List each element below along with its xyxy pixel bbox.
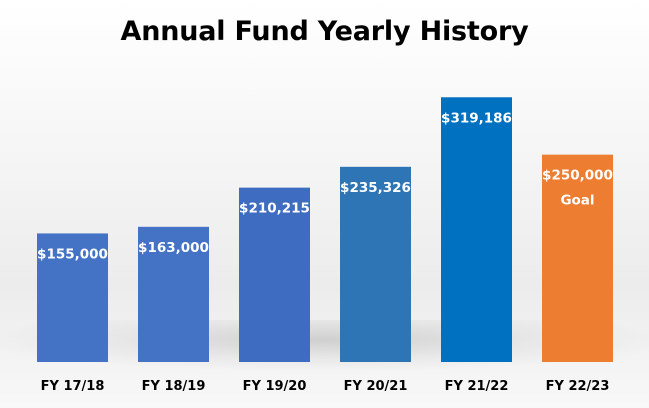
x-tick-label-2: FY 18/19 — [142, 379, 206, 394]
x-tick-label-5: FY 21/22 — [445, 379, 509, 394]
floor-shadow — [0, 320, 649, 370]
x-tick-labels-group: FY 17/18 FY 18/19 FY 19/20 FY 20/21 FY 21/22… — [41, 379, 610, 394]
data-label-5: $319,186 — [441, 110, 512, 126]
bar-6 — [542, 154, 613, 362]
data-label-6: $250,000 — [542, 168, 613, 184]
bars-group — [37, 97, 613, 363]
data-label-3: $210,215 — [239, 201, 310, 217]
x-tick-label-3: FY 19/20 — [243, 379, 307, 394]
data-label-2: $163,000 — [138, 240, 209, 256]
x-tick-label-6: FY 22/23 — [546, 379, 610, 394]
annotation-6: Goal — [560, 193, 594, 209]
bar-5 — [441, 97, 512, 363]
data-label-1: $155,000 — [37, 246, 108, 262]
bar-2 — [138, 226, 209, 362]
x-tick-label-4: FY 20/21 — [344, 379, 408, 394]
data-labels-group: $155,000 $163,000 $210,215 $235,326 $319,186… — [37, 110, 613, 262]
data-label-4: $235,326 — [340, 180, 411, 196]
bar-4 — [340, 166, 411, 362]
bar-3 — [239, 187, 310, 362]
bar-1 — [37, 233, 108, 362]
chart-title: Annual Fund Yearly History — [120, 16, 529, 47]
x-tick-label-1: FY 17/18 — [41, 379, 105, 394]
